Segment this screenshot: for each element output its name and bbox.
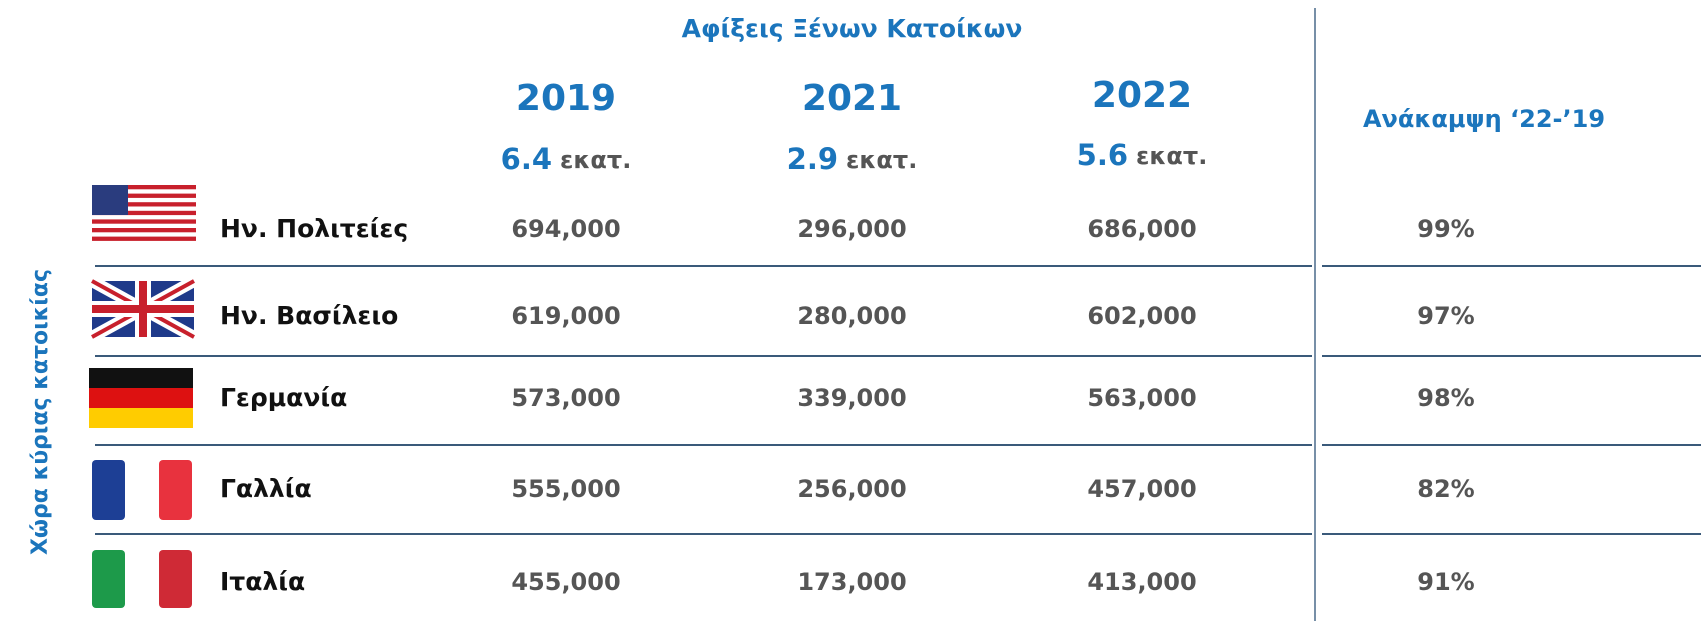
arrivals: 339,000 [797,384,906,412]
arrivals: 173,000 [797,568,906,596]
total: 6.4 εκατ. [501,142,632,176]
country: Ην. Πολιτείες [220,214,408,243]
arrivals: 280,000 [797,302,906,330]
total: 2.9 εκατ. [787,142,918,176]
flag-de [89,368,193,428]
arrivals: 563,000 [1087,384,1196,412]
arrivals: 694,000 [511,215,620,243]
total-value: 5.6 [1077,138,1128,172]
country: Ιταλία [220,567,305,596]
total-value: 2.9 [787,142,838,176]
arrivals: 256,000 [797,475,906,503]
country: Ην. Βασίλειο [220,301,398,330]
recovery: 91% [1417,568,1474,596]
flags [89,185,197,608]
arrivals: 555,000 [511,475,620,503]
recovery: 98% [1417,384,1474,412]
recovery: 82% [1417,475,1474,503]
total-unit: εκατ. [560,146,631,174]
arrivals: 296,000 [797,215,906,243]
total-unit: εκατ. [1136,142,1207,170]
year: 2022 [1092,75,1192,116]
arrivals: 573,000 [511,384,620,412]
flag-us [92,185,196,241]
country: Γαλλία [220,474,312,503]
flag-uk [89,275,197,343]
flag-fr [92,460,192,520]
total-unit: εκατ. [846,146,917,174]
total-value: 6.4 [501,142,552,176]
country: Γερμανία [220,383,347,412]
arrivals: 686,000 [1087,215,1196,243]
arrivals: 457,000 [1087,475,1196,503]
recovery-header: Ανάκαμψη ‘22-’19 [1363,105,1605,133]
total: 5.6 εκατ. [1077,138,1208,172]
arrivals: 602,000 [1087,302,1196,330]
side-label: Χώρα κύριας κατοικίας [28,269,53,555]
title: Αφίξεις Ξένων Κατοίκων [682,14,1023,43]
year: 2019 [516,78,616,119]
arrivals: 455,000 [511,568,620,596]
flag-it [92,550,192,608]
arrivals: 619,000 [511,302,620,330]
recovery: 99% [1417,215,1474,243]
year: 2021 [802,78,902,119]
recovery: 97% [1417,302,1474,330]
arrivals: 413,000 [1087,568,1196,596]
